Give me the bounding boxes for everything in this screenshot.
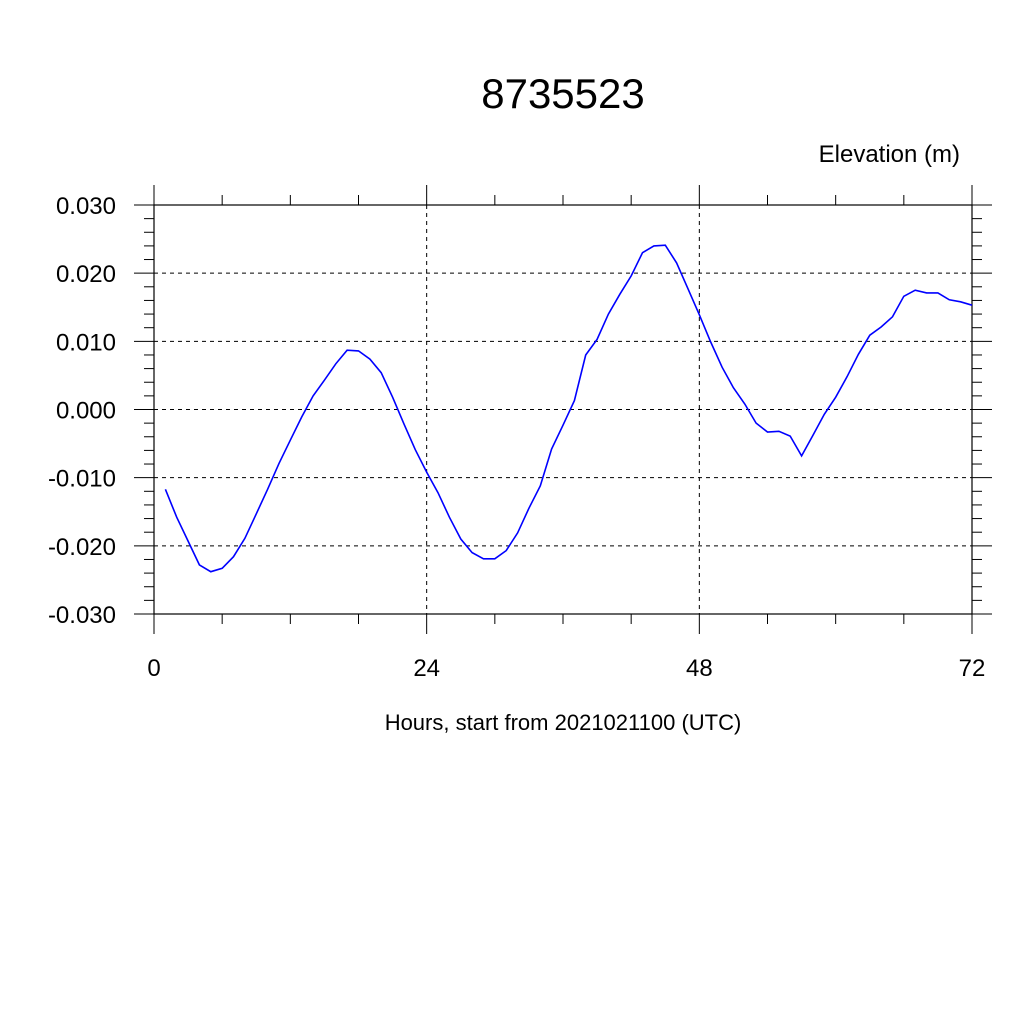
y-tick-label: 0.000 [56,398,116,425]
x-axis-label: Hours, start from 2021021100 (UTC) [385,710,742,735]
y-tick-label: 0.020 [56,261,116,288]
x-tick-label: 0 [147,655,160,682]
y-tick-label: 0.030 [56,193,116,220]
chart-title: 8735523 [481,70,645,117]
x-tick-label: 48 [686,655,713,682]
x-tick-label: 72 [959,655,986,682]
y-tick-label: -0.010 [48,466,116,493]
y-tick-label: -0.030 [48,602,116,629]
axis-ticks [134,185,992,634]
y-axis-label: Elevation (m) [819,141,960,168]
tick-labels: 0 24 48 72 -0.030 -0.020 -0.010 0.000 0.010 0.020… [48,193,985,682]
y-tick-label: -0.020 [48,534,116,561]
series-line [164,244,973,573]
grid-lines [154,204,972,615]
y-tick-label: 0.010 [56,329,116,356]
plot-frame [153,204,973,615]
x-tick-label: 24 [413,655,440,682]
